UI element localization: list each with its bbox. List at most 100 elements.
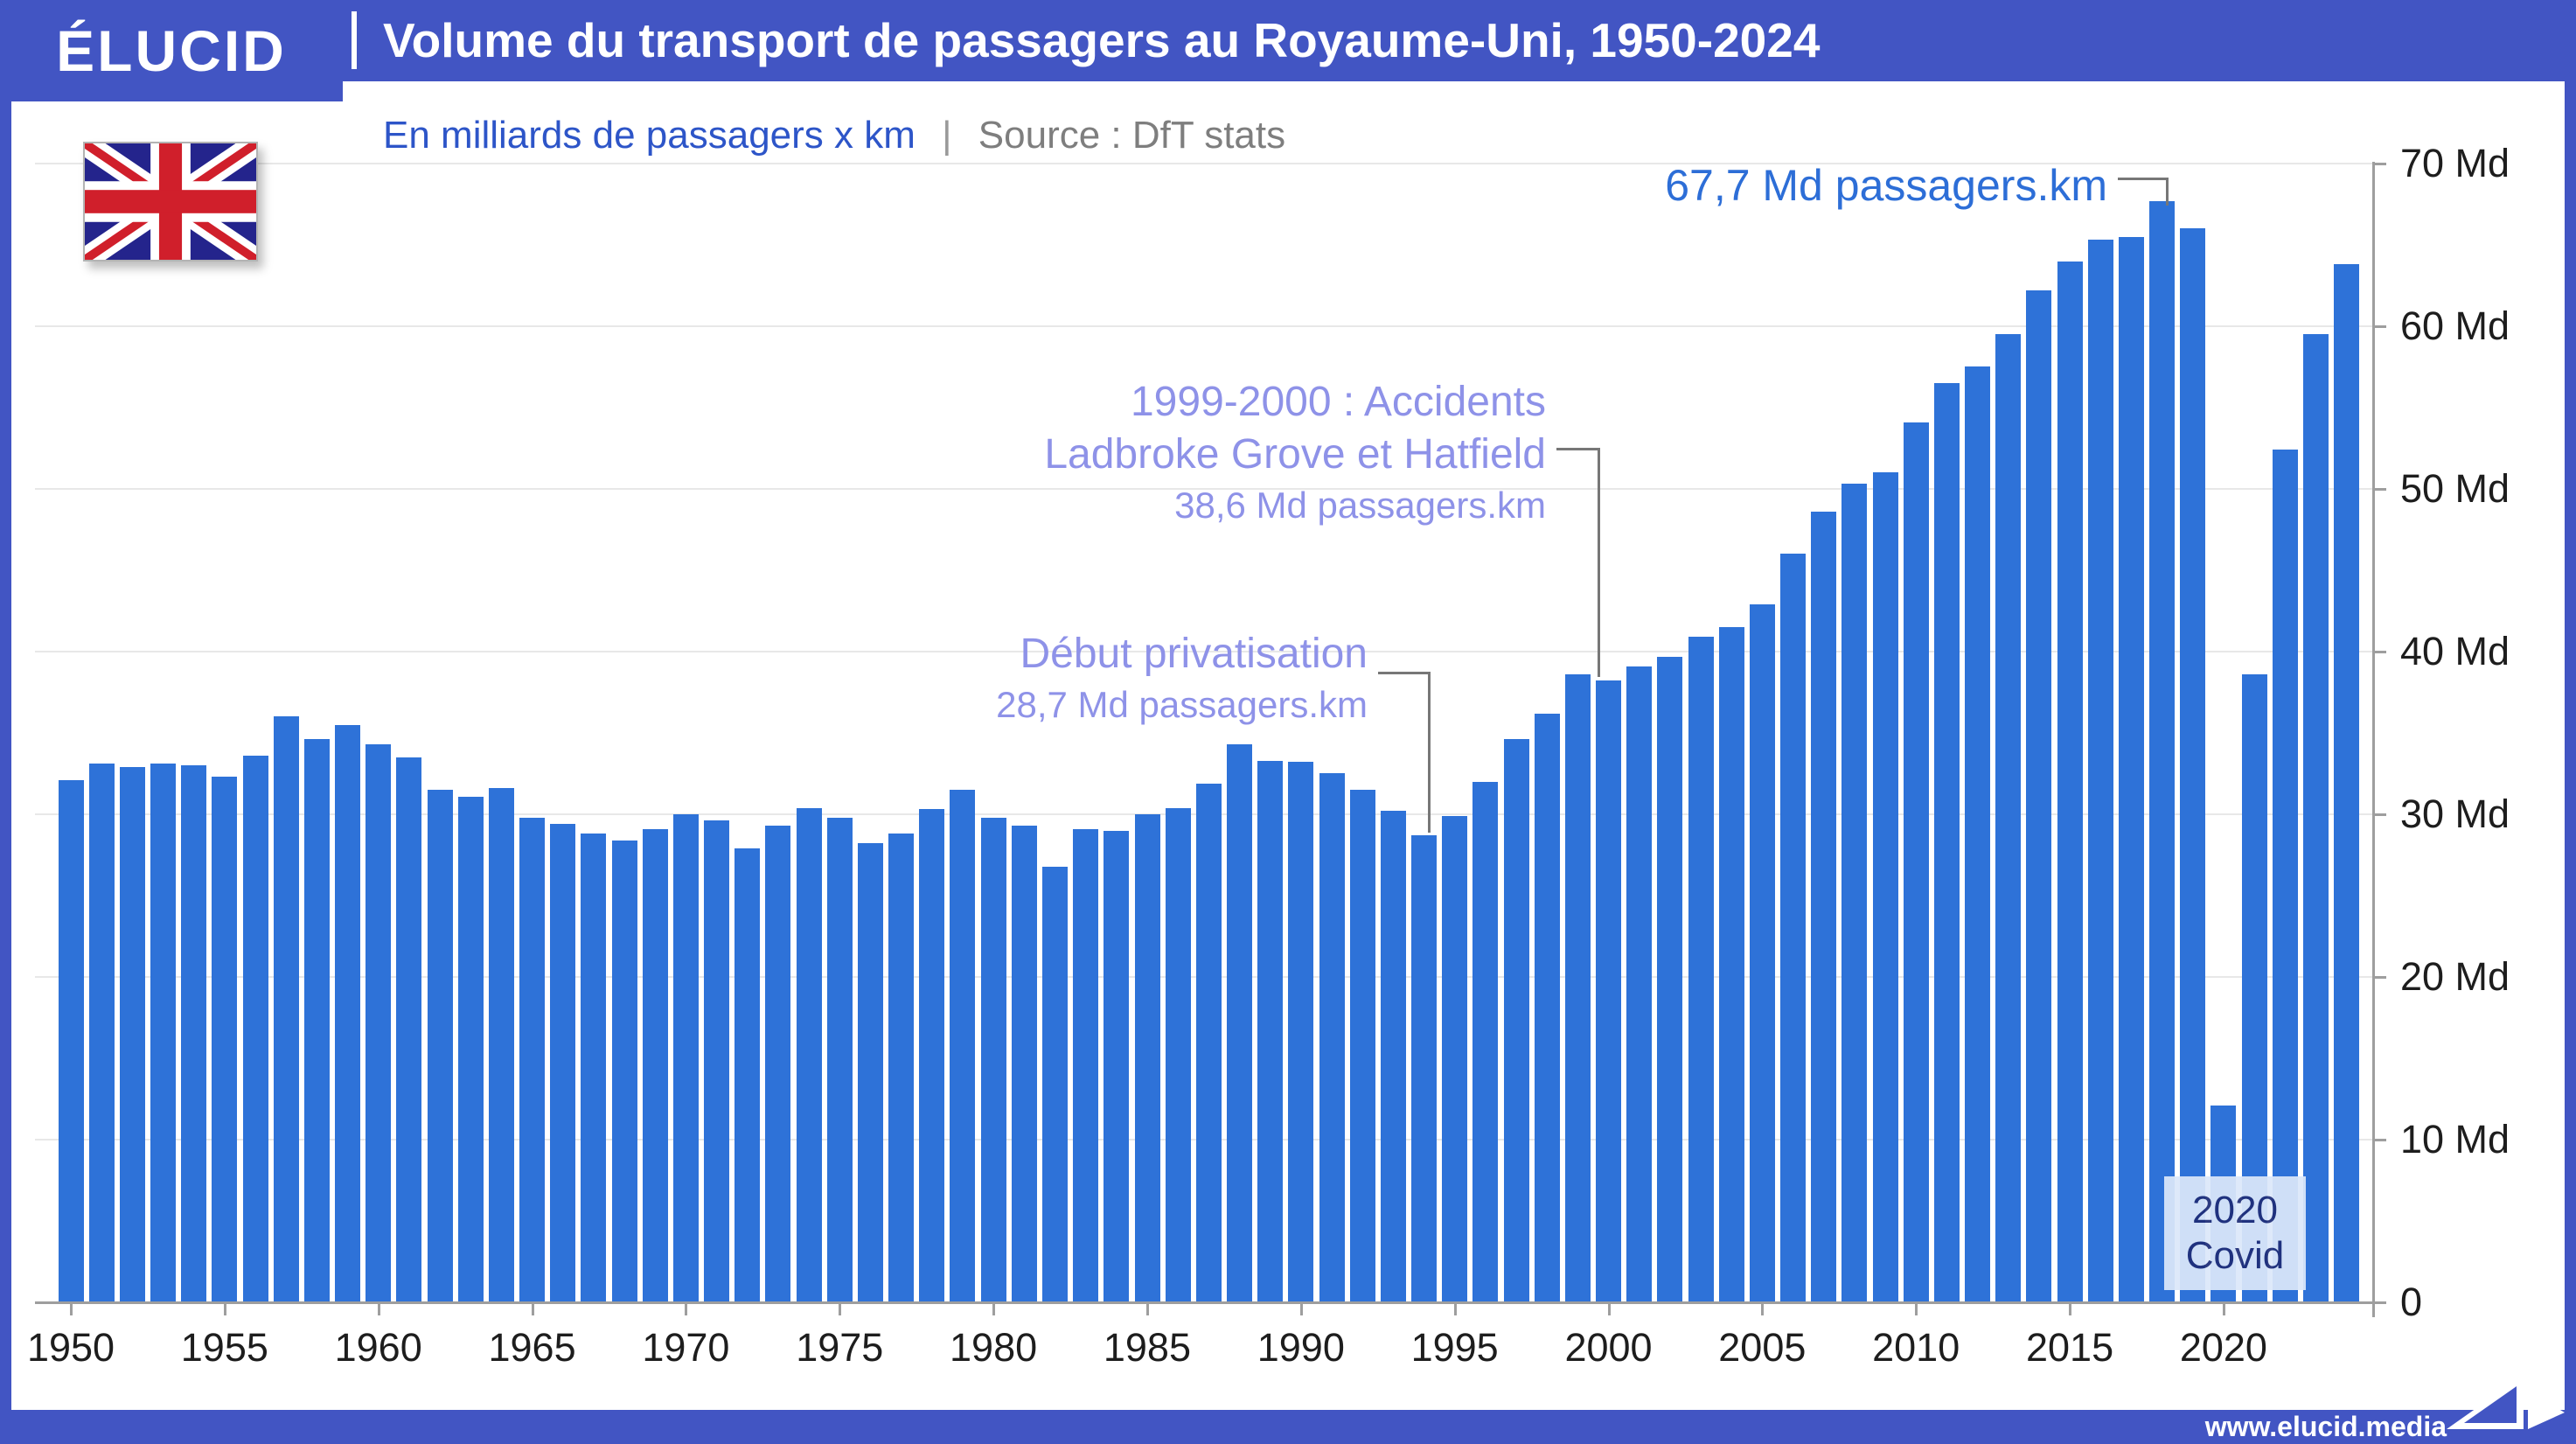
bar-1952 (119, 767, 145, 1302)
bar-1975 (826, 818, 853, 1302)
brand-wordmark: ÉLUCID (56, 18, 287, 83)
bar-1962 (427, 790, 453, 1302)
y-axis-label-20: 20 Md (2400, 954, 2510, 999)
bar-1973 (765, 826, 791, 1302)
bar-1956 (242, 756, 268, 1302)
accidents-connector-vertical (1598, 448, 1600, 677)
bar-1963 (457, 797, 484, 1302)
y-tick-20 (2372, 976, 2386, 979)
privatisation-line1: Début privatisation (1020, 631, 1368, 677)
bar-1994 (1411, 835, 1437, 1302)
bar-2018 (2149, 201, 2176, 1302)
bar-1957 (273, 716, 299, 1302)
y-axis-line (2372, 162, 2375, 1317)
y-axis-label-10: 10 Md (2400, 1117, 2510, 1161)
bar-2024 (2334, 264, 2360, 1302)
bar-1976 (857, 843, 883, 1302)
y-axis-label-0: 0 (2400, 1280, 2423, 1324)
bar-1997 (1503, 739, 1529, 1302)
x-tick-1965 (531, 1302, 534, 1315)
subtitle-divider: | (942, 114, 952, 157)
y-tick-30 (2372, 813, 2386, 816)
y-tick-40 (2372, 651, 2386, 653)
peak-connector-horizontal (2118, 178, 2169, 180)
bar-1966 (550, 824, 576, 1302)
elucid-flag-icon (2447, 1373, 2565, 1444)
bar-1972 (735, 848, 761, 1302)
bar-2014 (2026, 290, 2052, 1302)
bar-1964 (488, 788, 514, 1302)
header-bar (0, 0, 2576, 81)
bar-1958 (303, 739, 330, 1302)
x-tick-1980 (992, 1302, 996, 1315)
x-axis-label-1960: 1960 (334, 1325, 422, 1370)
x-tick-2000 (1607, 1302, 1611, 1315)
privatisation-connector-horizontal (1378, 672, 1431, 674)
x-axis-label-1985: 1985 (1103, 1325, 1191, 1370)
x-axis-baseline (35, 1301, 2375, 1304)
bar-1998 (1534, 714, 1560, 1302)
bar-1986 (1165, 808, 1191, 1302)
bar-2011 (1933, 383, 1960, 1302)
accidents-line3: 38,6 Md passagers.km (1174, 485, 1546, 526)
x-axis-label-1955: 1955 (180, 1325, 268, 1370)
accidents-line2: Ladbroke Grove et Hatfield (1044, 431, 1546, 478)
bar-1978 (919, 809, 945, 1302)
bar-1977 (888, 834, 915, 1302)
x-tick-2020 (2222, 1302, 2225, 1315)
x-tick-1990 (1299, 1302, 1303, 1315)
y-axis-label-50: 50 Md (2400, 466, 2510, 511)
bar-1971 (704, 820, 730, 1302)
bar-1987 (1195, 784, 1222, 1302)
y-axis-label-70: 70 Md (2400, 141, 2510, 185)
x-tick-1955 (223, 1302, 226, 1315)
bar-1961 (396, 757, 422, 1302)
bar-1974 (796, 808, 822, 1302)
bar-1988 (1227, 744, 1252, 1302)
bar-1981 (1011, 826, 1037, 1302)
x-tick-1960 (377, 1302, 380, 1315)
header-separator (352, 11, 357, 69)
footer-website-link[interactable]: www.elucid.media (2204, 1411, 2447, 1442)
bar-1996 (1472, 782, 1499, 1302)
bar-1965 (519, 818, 546, 1302)
x-tick-1985 (1145, 1302, 1149, 1315)
gridline-50 (35, 488, 2372, 490)
x-axis-label-1990: 1990 (1257, 1325, 1345, 1370)
bar-2022 (2272, 450, 2298, 1302)
y-axis-label-60: 60 Md (2400, 303, 2510, 348)
footer-bar (0, 1410, 2576, 1444)
bar-1993 (1380, 811, 1406, 1302)
x-axis-label-2015: 2015 (2025, 1325, 2114, 1370)
x-axis-label-1950: 1950 (26, 1325, 115, 1370)
right-border (2565, 0, 2576, 1444)
bar-1992 (1349, 790, 1375, 1302)
bar-2000 (1596, 680, 1621, 1302)
x-axis-label-1995: 1995 (1410, 1325, 1499, 1370)
bar-2005 (1749, 604, 1775, 1302)
union-jack-flag-icon (83, 142, 258, 262)
x-tick-2005 (1761, 1302, 1765, 1315)
bar-1991 (1319, 773, 1345, 1302)
x-axis-label-1980: 1980 (950, 1325, 1038, 1370)
y-axis-label-40: 40 Md (2400, 629, 2510, 673)
y-tick-10 (2372, 1139, 2386, 1141)
y-tick-60 (2372, 325, 2386, 328)
union-jack-svg (85, 143, 256, 260)
gridline-60 (35, 325, 2372, 327)
bar-2001 (1626, 666, 1653, 1302)
x-tick-2010 (1915, 1302, 1918, 1315)
y-tick-50 (2372, 488, 2386, 491)
y-axis-label-30: 30 Md (2400, 792, 2510, 836)
gridline-70 (35, 163, 2372, 164)
bar-1982 (1041, 867, 1068, 1302)
annotation-accidents: 1999-2000 : Accidents Ladbroke Grove et … (874, 376, 1546, 530)
y-tick-0 (2372, 1301, 2386, 1304)
x-axis-label-1970: 1970 (642, 1325, 730, 1370)
x-tick-1995 (1453, 1302, 1457, 1315)
left-border (0, 0, 11, 1444)
x-axis-label-1975: 1975 (796, 1325, 884, 1370)
accidents-line1: 1999-2000 : Accidents (1130, 379, 1546, 425)
peak-connector-vertical (2166, 178, 2169, 206)
